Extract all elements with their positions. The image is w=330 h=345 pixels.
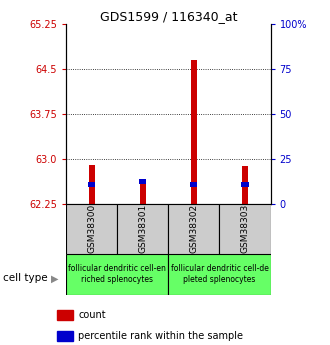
Bar — [88, 165, 95, 204]
Bar — [242, 167, 248, 204]
Bar — [66, 204, 117, 254]
Bar — [168, 254, 271, 295]
Bar — [66, 254, 168, 295]
Text: ▶: ▶ — [51, 274, 59, 283]
Bar — [191, 60, 197, 204]
Bar — [57, 331, 73, 341]
Text: follicular dendritic cell-en
riched splenocytes: follicular dendritic cell-en riched sple… — [68, 264, 166, 284]
Bar — [242, 182, 248, 187]
Text: GSM38302: GSM38302 — [189, 204, 198, 253]
Text: GSM38300: GSM38300 — [87, 204, 96, 253]
Bar — [168, 204, 219, 254]
Text: GSM38301: GSM38301 — [138, 204, 147, 253]
Bar — [219, 204, 271, 254]
Title: GDS1599 / 116340_at: GDS1599 / 116340_at — [100, 10, 237, 23]
Bar — [139, 179, 146, 184]
Text: count: count — [78, 310, 106, 320]
Text: follicular dendritic cell-de
pleted splenocytes: follicular dendritic cell-de pleted sple… — [171, 264, 268, 284]
Bar — [190, 182, 197, 187]
Text: cell type: cell type — [3, 273, 48, 283]
Text: percentile rank within the sample: percentile rank within the sample — [78, 331, 243, 341]
Bar — [57, 310, 73, 320]
Bar — [140, 180, 146, 204]
Bar — [88, 182, 95, 187]
Bar — [117, 204, 168, 254]
Text: GSM38303: GSM38303 — [241, 204, 249, 253]
